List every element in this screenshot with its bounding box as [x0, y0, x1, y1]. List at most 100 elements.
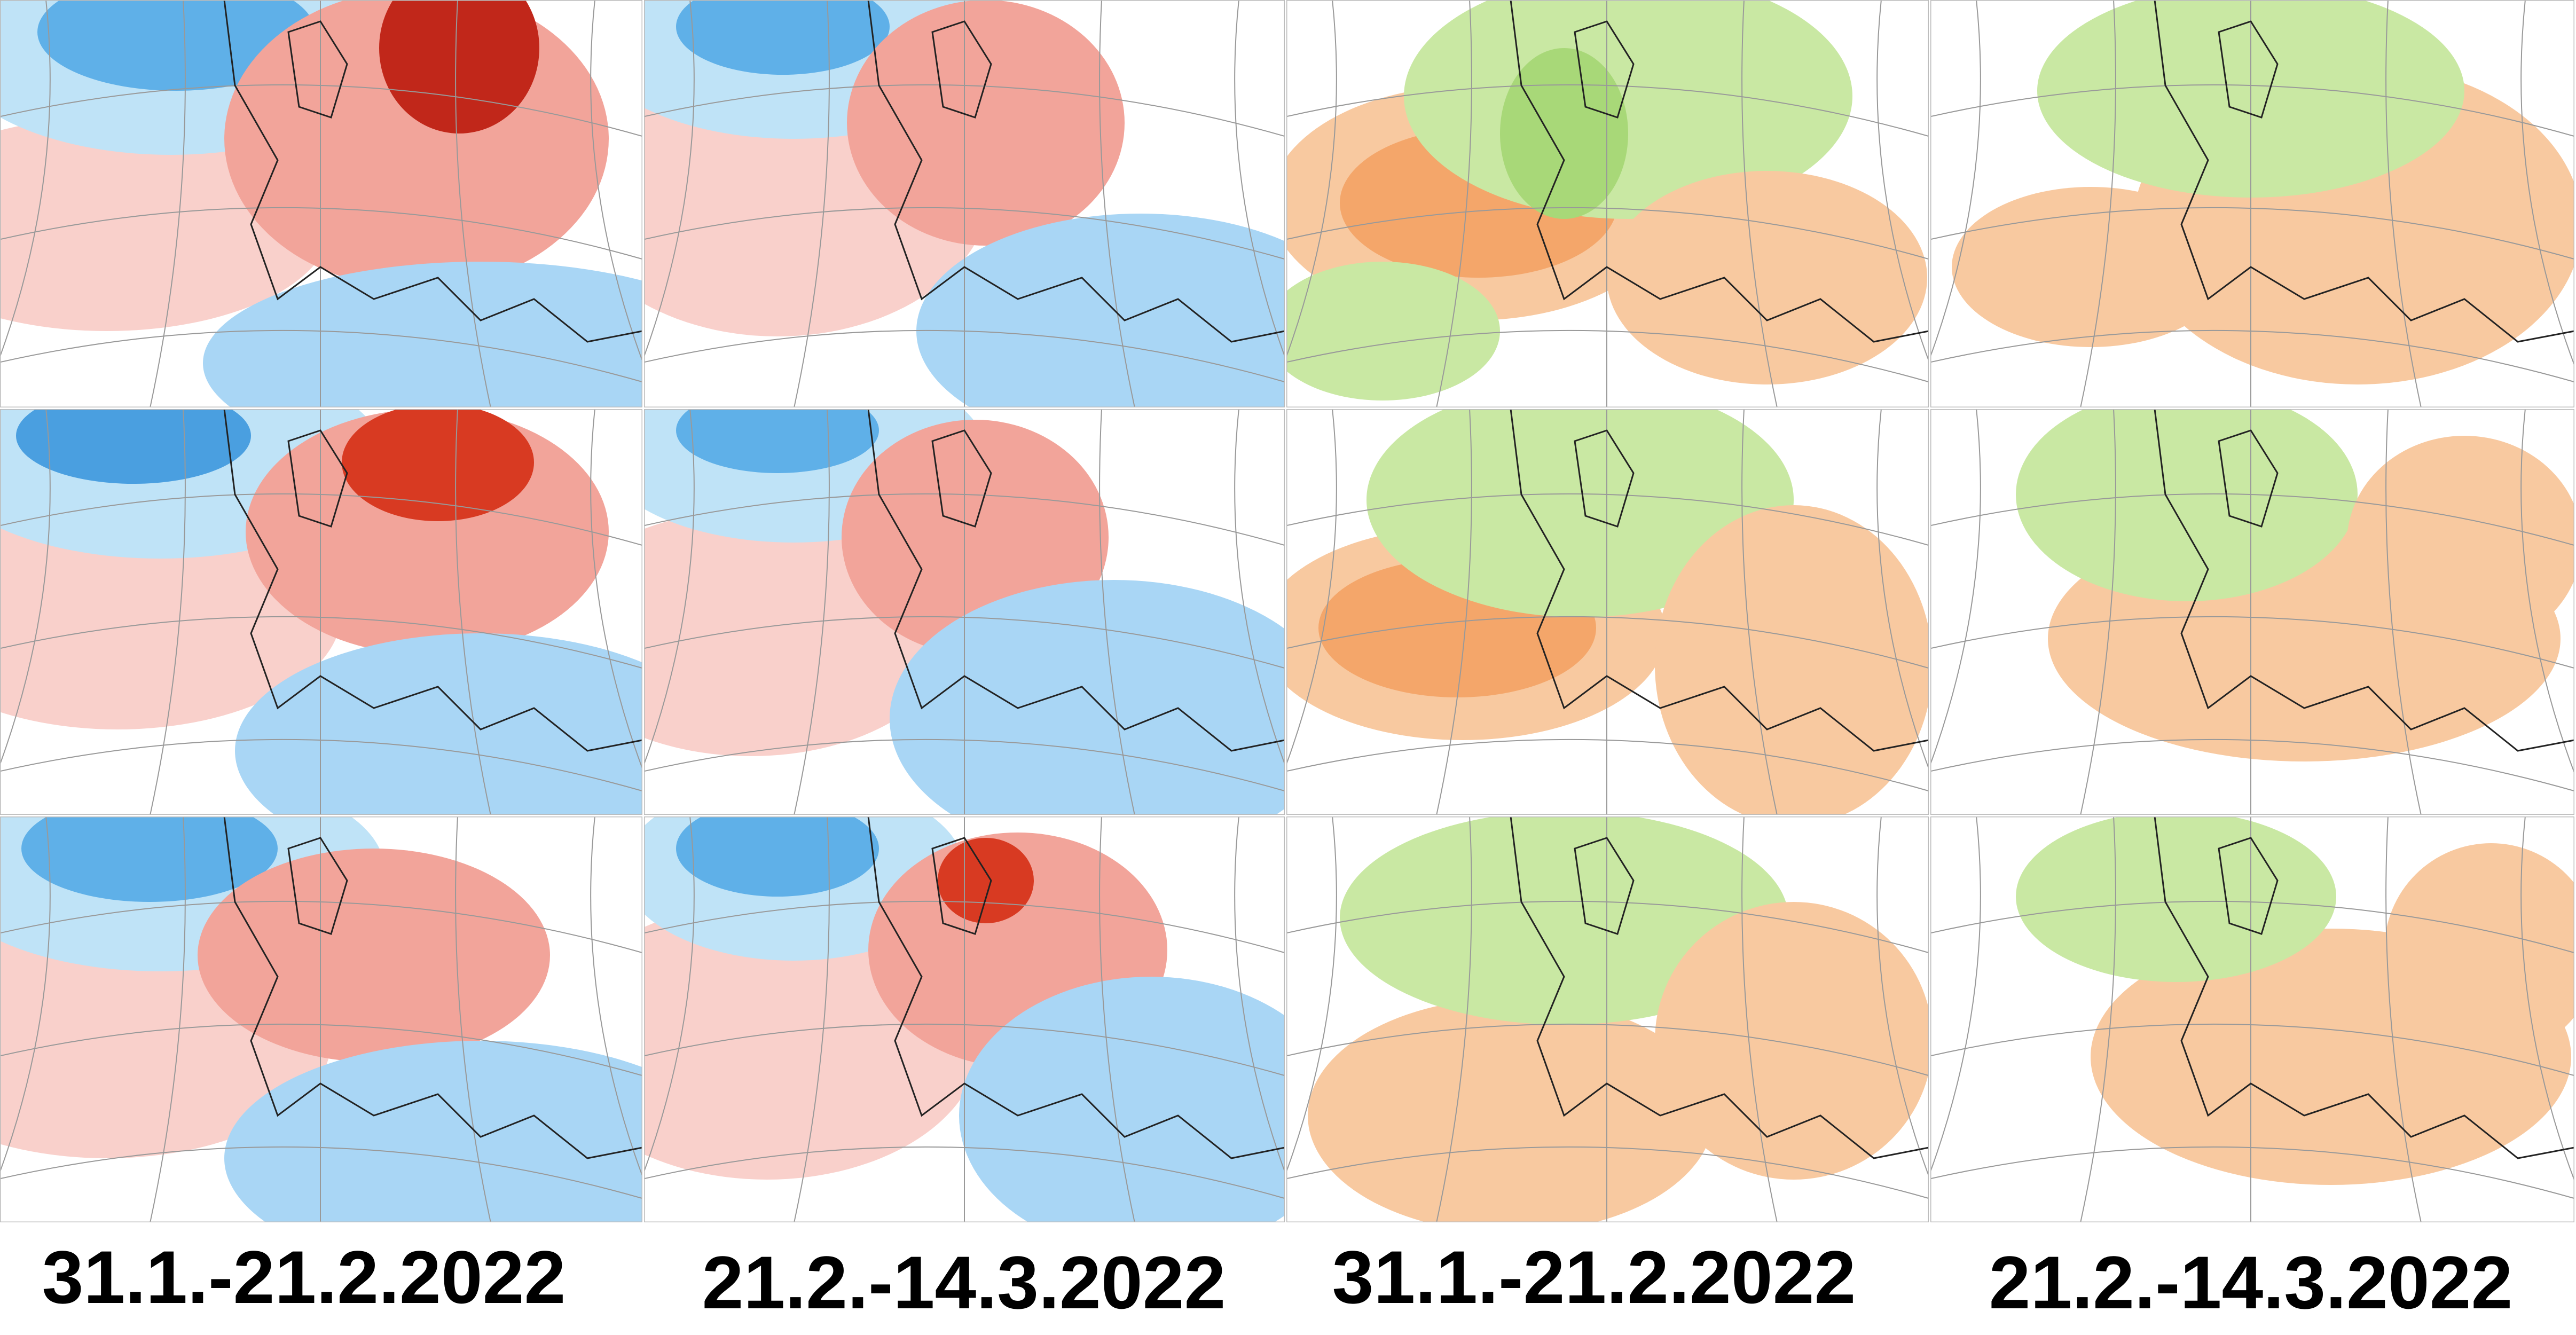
meridian — [1741, 0, 1778, 407]
parallel — [1930, 207, 2574, 260]
parallel — [1930, 900, 2574, 954]
coastline — [867, 409, 1285, 752]
meridian — [1930, 816, 1981, 1174]
meridian — [794, 816, 830, 1222]
anomaly-area — [676, 0, 890, 75]
anomaly-area — [1286, 262, 1500, 400]
coastline — [1510, 816, 1929, 1159]
meridian — [590, 0, 642, 363]
coastline — [287, 429, 348, 528]
meridian — [1876, 0, 1929, 363]
meridian — [1436, 0, 1472, 407]
anomaly-area — [1655, 902, 1929, 1180]
map-panel — [1286, 0, 1929, 407]
meridian — [455, 0, 491, 407]
parallel — [0, 616, 642, 669]
anomaly-area — [235, 633, 642, 815]
coastline — [931, 20, 992, 119]
coastline — [223, 0, 642, 343]
coastline — [2218, 837, 2279, 935]
meridian — [1436, 409, 1472, 815]
meridian — [1234, 816, 1285, 1174]
map-panel — [1930, 0, 2574, 407]
anomaly-area — [16, 409, 251, 484]
meridian — [150, 816, 186, 1222]
meridian — [590, 816, 642, 1178]
anomaly-area — [37, 0, 315, 91]
coastline — [1510, 409, 1929, 752]
parallel — [644, 329, 1285, 383]
anomaly-area — [203, 262, 642, 407]
parallel — [1286, 900, 1929, 954]
anomaly-area — [1607, 171, 1927, 384]
parallel — [1930, 1023, 2574, 1077]
coastline — [2218, 429, 2279, 528]
parallel — [1930, 616, 2574, 669]
anomaly-area — [198, 849, 550, 1062]
map-panel — [644, 0, 1285, 407]
anomaly-area — [1952, 187, 2229, 347]
anomaly-area — [2016, 816, 2336, 982]
meridian — [1234, 409, 1285, 766]
coastline — [2154, 0, 2574, 343]
coastline — [223, 409, 642, 752]
meridian — [2080, 0, 2116, 407]
meridian — [794, 409, 830, 815]
parallel — [1286, 1023, 1929, 1077]
map-panel — [1930, 409, 2574, 815]
meridian — [1436, 816, 1472, 1222]
period-label: 31.1.-21.2.2022 — [1332, 1235, 1856, 1319]
meridian — [0, 816, 51, 1174]
meridian — [1286, 0, 1337, 358]
meridian — [644, 409, 695, 766]
coastline — [2218, 20, 2279, 119]
meridian — [1286, 816, 1337, 1174]
meridian — [1099, 816, 1135, 1222]
meridian — [2080, 409, 2116, 815]
anomaly-area — [1308, 998, 1714, 1222]
coastline — [1574, 837, 1635, 935]
coastline — [287, 20, 348, 119]
parallel — [1930, 84, 2574, 137]
parallel — [1930, 493, 2574, 546]
anomaly-area — [890, 580, 1285, 815]
meridian — [1741, 409, 1778, 815]
map-panel — [0, 409, 642, 815]
meridian — [1741, 816, 1778, 1222]
meridian — [1099, 409, 1135, 815]
map-grid — [0, 0, 2574, 1222]
period-label: 31.1.-21.2.2022 — [42, 1235, 566, 1319]
meridian — [2520, 0, 2574, 367]
parallel — [644, 616, 1285, 669]
parallel — [644, 739, 1285, 792]
parallel — [644, 900, 1285, 954]
coastline — [867, 0, 1285, 343]
meridian — [150, 0, 186, 407]
anomaly-area — [21, 816, 278, 902]
parallel — [644, 1146, 1285, 1199]
map-panel — [644, 816, 1285, 1222]
parallel — [644, 84, 1285, 137]
meridian — [644, 0, 695, 358]
anomaly-area — [2384, 843, 2574, 1057]
coastline — [1574, 20, 1635, 119]
parallel — [644, 1023, 1285, 1077]
meridian — [2385, 409, 2422, 815]
parallel — [1286, 616, 1929, 669]
parallel — [0, 1023, 642, 1077]
parallel — [0, 329, 642, 383]
parallel — [0, 207, 642, 260]
parallel — [644, 493, 1285, 546]
meridian — [1234, 0, 1285, 358]
meridian — [0, 0, 51, 358]
meridian — [1286, 409, 1337, 766]
coastline — [287, 837, 348, 935]
meridian — [1876, 409, 1929, 771]
coastline — [1574, 429, 1635, 528]
anomaly-area — [2016, 409, 2358, 601]
coastline — [1510, 0, 1929, 343]
meridian — [1930, 0, 1981, 358]
period-label: 21.2.-14.3.2022 — [1989, 1240, 2513, 1324]
parallel — [1930, 329, 2574, 383]
